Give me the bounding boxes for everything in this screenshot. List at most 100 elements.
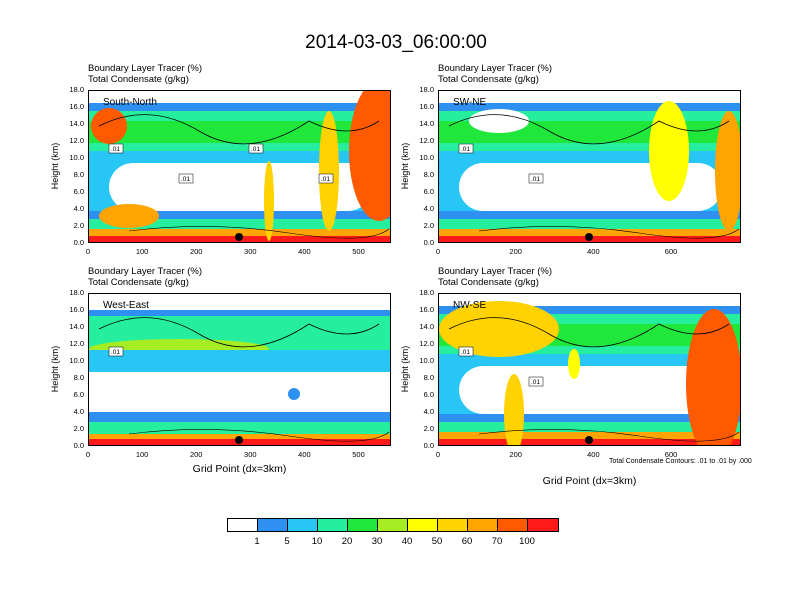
- panel-header-line1: Boundary Layer Tracer (%): [88, 266, 203, 277]
- y-tick-label: 6.0: [73, 187, 84, 196]
- field-pbl-bulge: [99, 204, 159, 228]
- y-tick-label: 6.0: [423, 187, 434, 196]
- colorbar-label: 10: [311, 536, 323, 547]
- field-clear-middle: [109, 163, 372, 211]
- contour-label: .01: [531, 176, 540, 183]
- colorbar-swatch: [288, 519, 318, 531]
- field-top-clear: [439, 91, 740, 103]
- x-tick-label: 0: [435, 450, 441, 459]
- contour-label-box: [528, 173, 544, 184]
- panel-header-line2: Total Condensate (g/kg): [88, 74, 189, 85]
- field-clear-pocket: [469, 109, 529, 133]
- y-tick-label: 2.0: [73, 221, 84, 230]
- panel-header-line2: Total Condensate (g/kg): [438, 277, 539, 288]
- contour-label-box: [108, 346, 124, 357]
- y-tick-label: 10.0: [419, 356, 434, 365]
- y-tick-label: 6.0: [423, 390, 434, 399]
- colorbar-swatch: [498, 519, 528, 531]
- x-tick-label: 200: [509, 450, 522, 459]
- y-tick-label: 8.0: [423, 170, 434, 179]
- condensate-contour: [448, 317, 730, 348]
- colorbar-label: 100: [519, 536, 535, 547]
- x-tick-label: 500: [352, 450, 365, 459]
- y-tick-label: 16.0: [69, 305, 84, 314]
- colorbar-label: 60: [461, 536, 473, 547]
- colorbar-label: 5: [284, 536, 290, 547]
- y-tick-label: 0.0: [423, 238, 434, 247]
- y-tick-label: 8.0: [73, 373, 84, 382]
- y-tick-label: 18.0: [419, 288, 434, 297]
- panel-header-line2: Total Condensate (g/kg): [88, 277, 189, 288]
- contour-label-box: [528, 376, 544, 387]
- field-convective-column: [649, 101, 689, 201]
- field-clear-middle: [459, 366, 722, 414]
- panel-plot: .01 .01 .01 .01: [89, 91, 390, 242]
- y-tick-label: 10.0: [69, 356, 84, 365]
- field-isolated-cloud: [288, 388, 300, 400]
- field-pbl: [439, 432, 740, 440]
- y-tick-label: 0.0: [423, 441, 434, 450]
- y-tick-label: 2.0: [423, 221, 434, 230]
- y-tick-label: 10.0: [419, 153, 434, 162]
- x-tick-label: 500: [352, 247, 365, 256]
- x-tick-label: 300: [244, 450, 257, 459]
- x-tick-label: 200: [189, 247, 203, 256]
- contour-label: .01: [461, 146, 470, 153]
- condensate-contour: [478, 429, 740, 442]
- contour-label: .01: [181, 176, 190, 183]
- panel-plot: .01 .01: [439, 91, 740, 242]
- contour-label-box: [248, 143, 264, 154]
- y-tick-label: 8.0: [73, 170, 84, 179]
- contour-label: .01: [111, 146, 120, 153]
- colorbar-label: 50: [431, 536, 443, 547]
- y-tick-label: 4.0: [423, 407, 434, 416]
- y-tick-label: 0.0: [73, 441, 84, 450]
- colorbar-swatch: [258, 519, 288, 531]
- field-warm-region: [439, 301, 559, 357]
- y-tick-label: 0.0: [73, 238, 84, 247]
- panel-header-line1: Boundary Layer Tracer (%): [88, 63, 203, 74]
- condensate-contour: [478, 226, 740, 239]
- y-tick-label: 18.0: [419, 85, 434, 94]
- panel-label: South-North: [103, 97, 157, 108]
- x-tick-label: 0: [85, 247, 91, 256]
- x-tick-label: 400: [587, 247, 600, 256]
- field-convective-column: [568, 349, 580, 379]
- y-tick-label: 14.0: [419, 119, 434, 128]
- field-convective-column: [504, 374, 524, 445]
- panel-header-line2: Total Condensate (g/kg): [438, 74, 539, 85]
- site-marker: [235, 233, 243, 241]
- colorbar-swatch: [318, 519, 348, 531]
- y-tick-label: 2.0: [423, 424, 434, 433]
- field-pbl: [439, 229, 740, 237]
- y-tick-label: 18.0: [69, 85, 84, 94]
- contour-label: .01: [531, 379, 540, 386]
- site-marker: [585, 233, 593, 241]
- condensate-contour: [98, 317, 380, 348]
- x-tick-label: 600: [664, 247, 678, 256]
- panel-plot: .01 .01: [439, 294, 740, 445]
- y-tick-label: 4.0: [423, 204, 434, 213]
- colorbar-swatch: [228, 519, 258, 531]
- y-tick-label: 4.0: [73, 204, 84, 213]
- colorbar-label: 20: [341, 536, 353, 547]
- panel-label: West-East: [103, 300, 149, 311]
- colorbar-label: 1: [254, 536, 260, 547]
- y-tick-label: 6.0: [73, 390, 84, 399]
- contour-label: .01: [461, 349, 470, 356]
- site-marker: [235, 436, 243, 444]
- x-tick-label: 300: [244, 247, 257, 256]
- contour-label: .01: [251, 146, 260, 153]
- x-tick-label: 200: [509, 247, 522, 256]
- field-lower-edge: [89, 412, 390, 424]
- y-tick-label: 16.0: [419, 305, 434, 314]
- contour-label-box: [458, 143, 474, 154]
- main-title: 2014-03-03_06:00:00: [305, 32, 487, 53]
- colorbar-swatch: [378, 519, 408, 531]
- y-tick-label: 16.0: [419, 102, 434, 111]
- panel-header-line1: Boundary Layer Tracer (%): [438, 63, 553, 74]
- panel-south-north: .01 .01 .01 .01 South-North: [88, 90, 391, 243]
- y-axis-label: Height (km): [50, 142, 60, 189]
- field-top-clear: [89, 91, 390, 103]
- y-tick-label: 12.0: [69, 339, 84, 348]
